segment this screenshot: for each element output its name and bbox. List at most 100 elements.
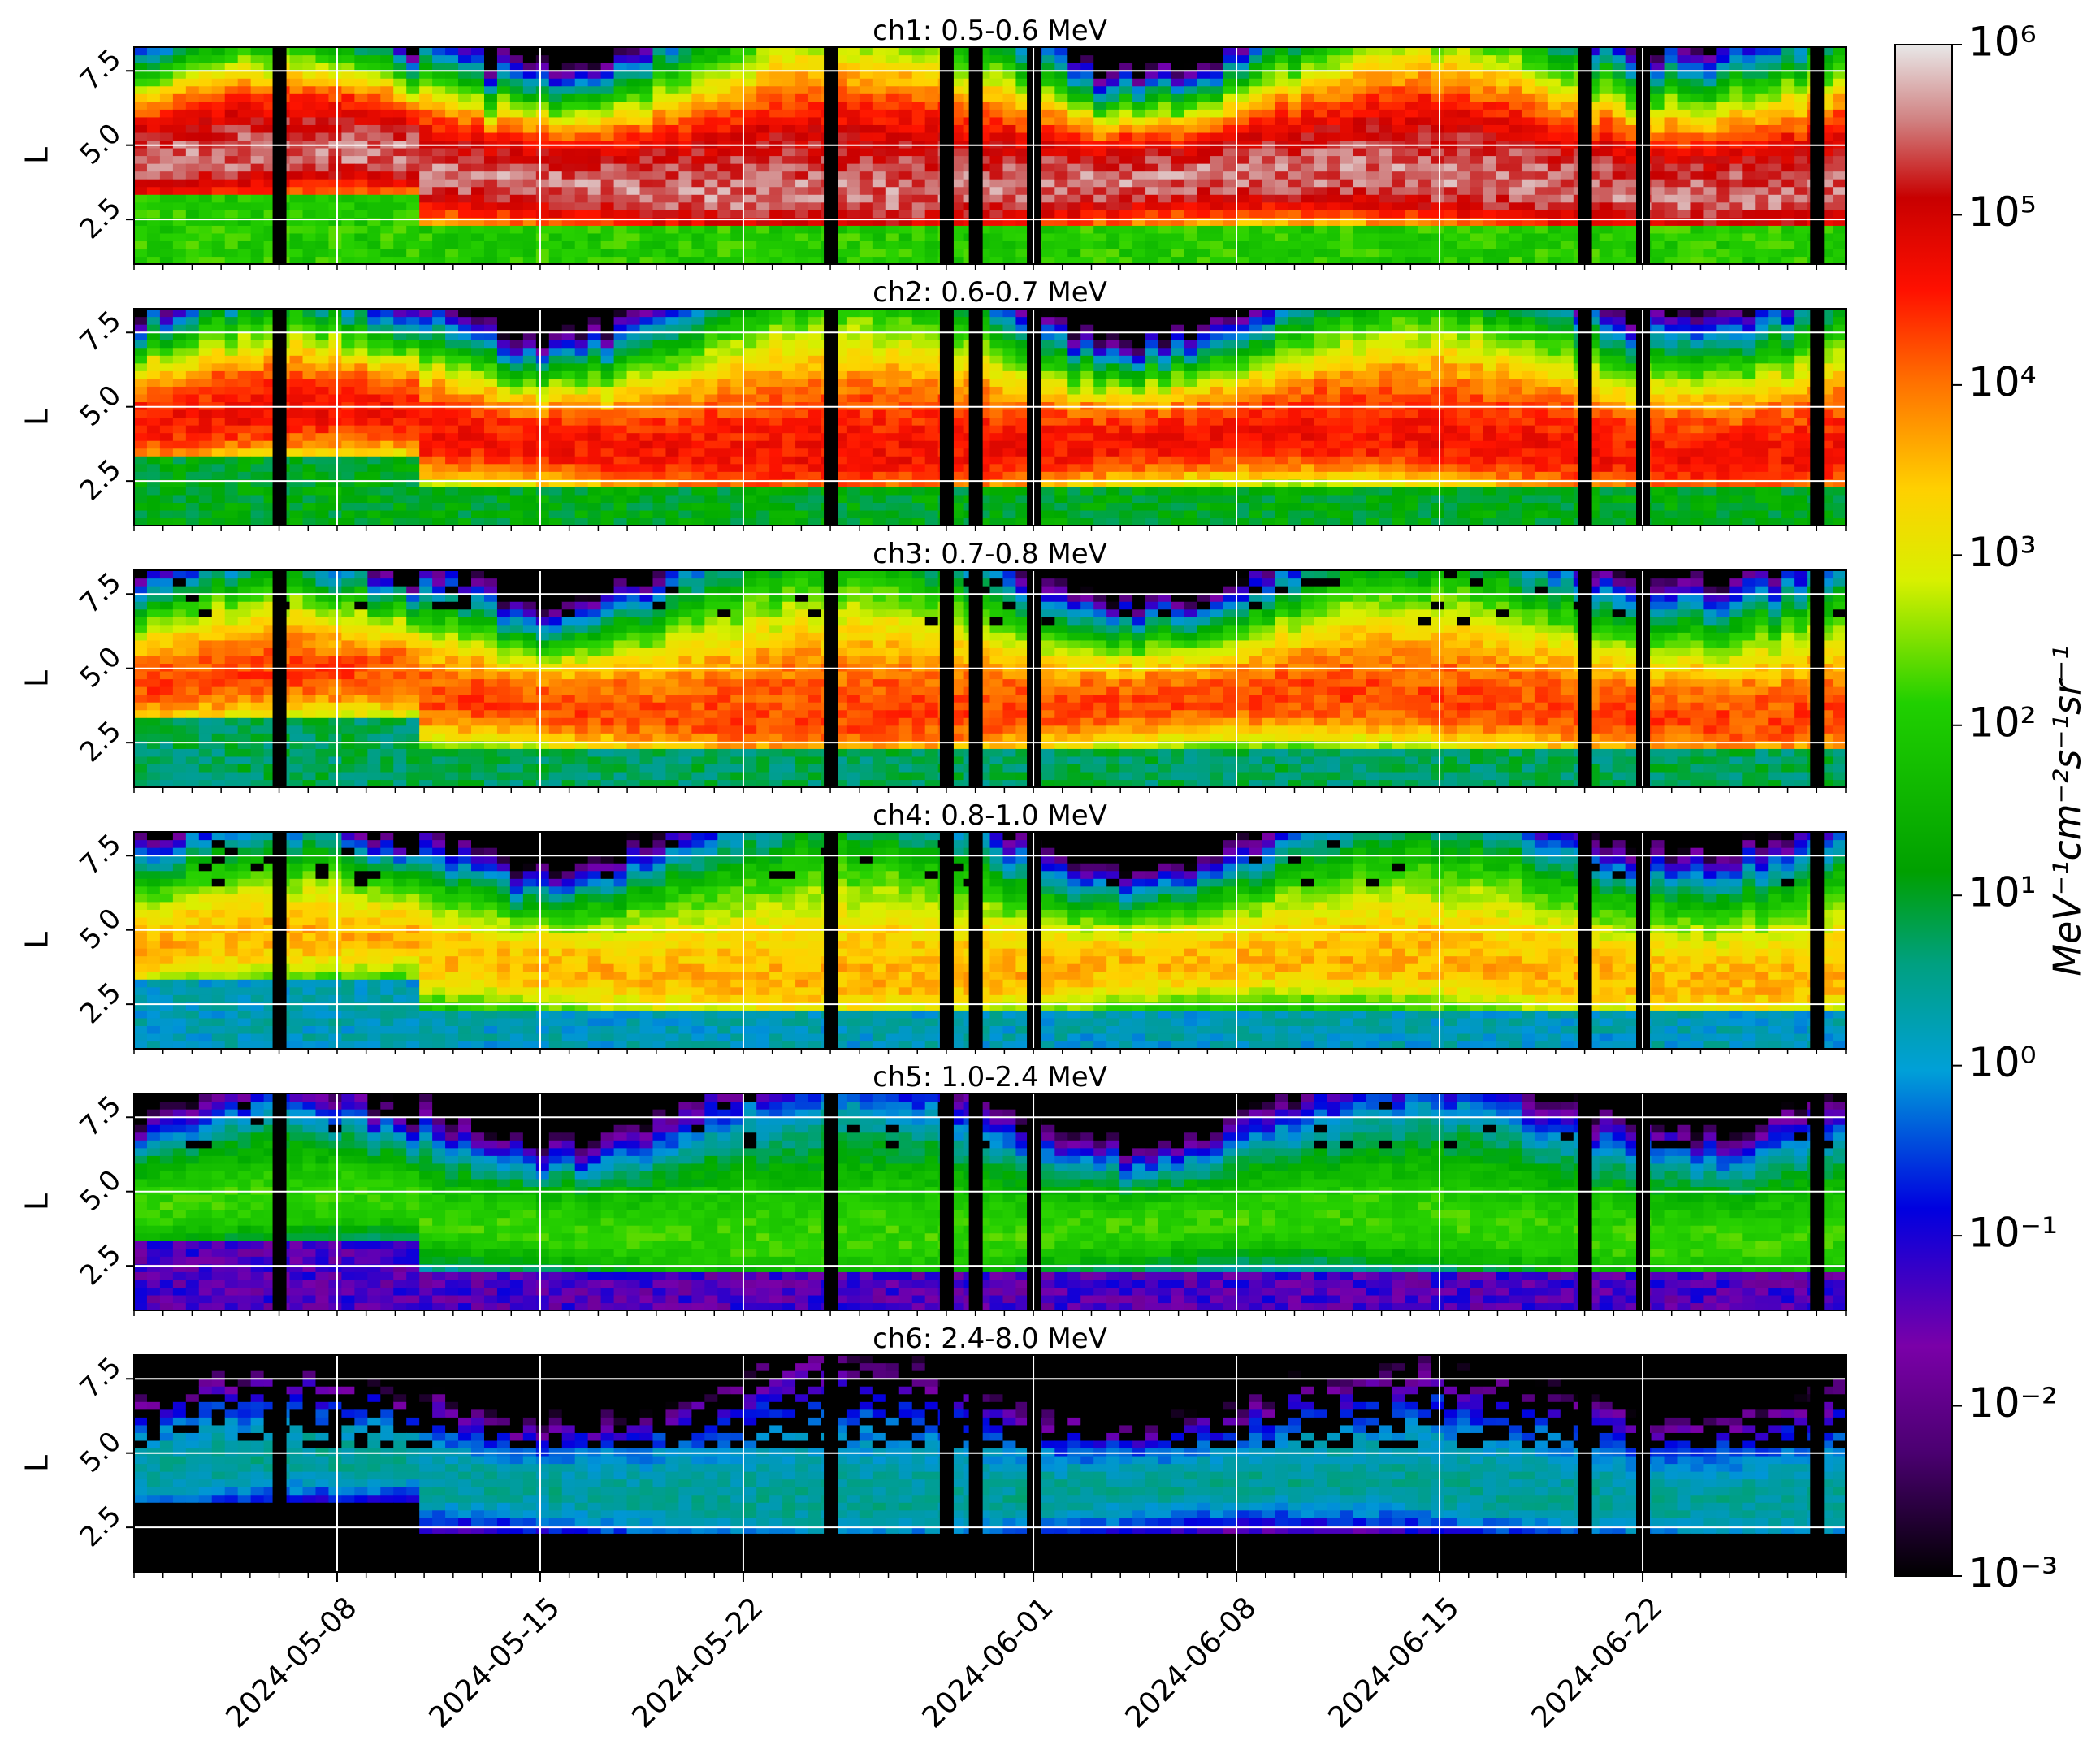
heatmap-cell [743, 93, 757, 102]
heatmap-cell [172, 63, 187, 71]
heatmap-cell [1716, 109, 1730, 118]
heatmap-cell [1197, 140, 1211, 149]
heatmap-cell [782, 140, 796, 149]
heatmap-cell [1547, 124, 1561, 133]
heatmap-cell [1171, 248, 1185, 258]
heatmap-cell [872, 186, 887, 195]
heatmap-cell [1236, 70, 1250, 79]
heatmap-cell [1755, 140, 1769, 149]
heatmap-cell [691, 124, 705, 133]
heatmap-cell [393, 324, 407, 333]
heatmap-cell [1249, 54, 1263, 63]
heatmap-cell [1534, 186, 1548, 195]
heatmap-cell [1496, 201, 1509, 210]
heatmap-cell [419, 210, 433, 219]
heatmap-cell [250, 248, 265, 258]
heatmap-cell [1521, 240, 1535, 249]
heatmap-cell [263, 186, 278, 195]
heatmap-cell [1119, 248, 1133, 258]
heatmap-cell [302, 487, 317, 496]
heatmap-cell [600, 386, 615, 395]
heatmap-cell [419, 109, 433, 118]
heatmap-cell [406, 85, 420, 94]
heatmap-cell [704, 93, 718, 102]
heatmap-cell [652, 163, 667, 172]
heatmap-cell [458, 63, 472, 71]
heatmap-cell [302, 171, 317, 180]
heatmap-cell [393, 93, 407, 102]
heatmap-cell [1002, 109, 1017, 118]
heatmap-cell [406, 324, 420, 333]
heatmap-cell [613, 393, 628, 403]
heatmap-cell [1327, 210, 1341, 219]
heatmap-cell [522, 63, 537, 71]
heatmap-cell [1158, 124, 1172, 133]
heatmap-cell [211, 256, 226, 265]
heatmap-cell [185, 347, 200, 356]
heatmap-cell [613, 340, 628, 349]
heatmap-cell [1755, 116, 1769, 125]
heatmap-cell [1483, 225, 1496, 234]
heatmap-cell [639, 478, 654, 487]
heatmap-cell [1496, 256, 1509, 265]
heatmap-cell [756, 109, 770, 118]
heatmap-cell [509, 494, 524, 503]
heatmap-cell [1820, 70, 1834, 79]
heatmap-cell [198, 386, 213, 395]
heatmap-cell [237, 155, 252, 164]
heatmap-cell [406, 163, 420, 172]
heatmap-cell [1431, 201, 1444, 210]
heatmap-cell [471, 47, 485, 56]
heatmap-cell [795, 217, 809, 226]
heatmap-cell [639, 331, 654, 340]
heatmap-cell [172, 132, 187, 141]
heatmap-cell [743, 147, 757, 157]
heatmap-cell [1314, 47, 1328, 56]
heatmap-cell [834, 256, 848, 265]
heatmap-cell [1340, 163, 1354, 172]
heatmap-cell [1275, 132, 1289, 141]
heatmap-cell [1781, 93, 1795, 102]
heatmap-cell [1833, 78, 1847, 87]
heatmap-cell [639, 54, 654, 63]
heatmap-cell [250, 362, 265, 371]
heatmap-cell [1158, 47, 1172, 56]
heatmap-cell [898, 194, 913, 203]
heatmap-cell [496, 63, 511, 71]
heatmap-cell [522, 70, 537, 79]
heatmap-cell [445, 217, 459, 226]
heatmap-cell [613, 225, 628, 234]
heatmap-cell [1262, 171, 1276, 180]
heatmap-cell [1041, 132, 1055, 141]
heatmap-cell [769, 124, 783, 133]
heatmap-cell [1625, 93, 1639, 102]
heatmap-cell [380, 210, 394, 219]
heatmap-cell [1703, 163, 1717, 172]
heatmap-cell [626, 378, 641, 387]
heatmap-cell [172, 171, 187, 180]
heatmap-cell [1145, 140, 1159, 149]
heatmap-cell [1067, 93, 1081, 102]
heatmap-cell [1236, 147, 1250, 157]
heatmap-cell [1366, 101, 1379, 110]
heatmap-cell [250, 448, 265, 457]
heatmap-cell [134, 340, 148, 349]
heatmap-cell [1820, 109, 1834, 118]
heatmap-cell [535, 147, 550, 157]
heatmap-cell [172, 186, 187, 195]
heatmap-cell [1067, 47, 1081, 56]
heatmap-cell [1742, 132, 1756, 141]
heatmap-cell [134, 47, 148, 56]
heatmap-cell [509, 509, 524, 519]
heatmap-cell [561, 386, 576, 395]
heatmap-cell [224, 194, 239, 203]
heatmap-cell [198, 201, 213, 210]
heatmap-cell [328, 324, 342, 333]
heatmap-cell [1677, 186, 1691, 195]
heatmap-cell [1833, 85, 1847, 94]
heatmap-cell [1314, 163, 1328, 172]
heatmap-cell [1534, 93, 1548, 102]
heatmap-cell [471, 487, 485, 496]
heatmap-cell [1275, 171, 1289, 180]
heatmap-cell [211, 210, 226, 219]
